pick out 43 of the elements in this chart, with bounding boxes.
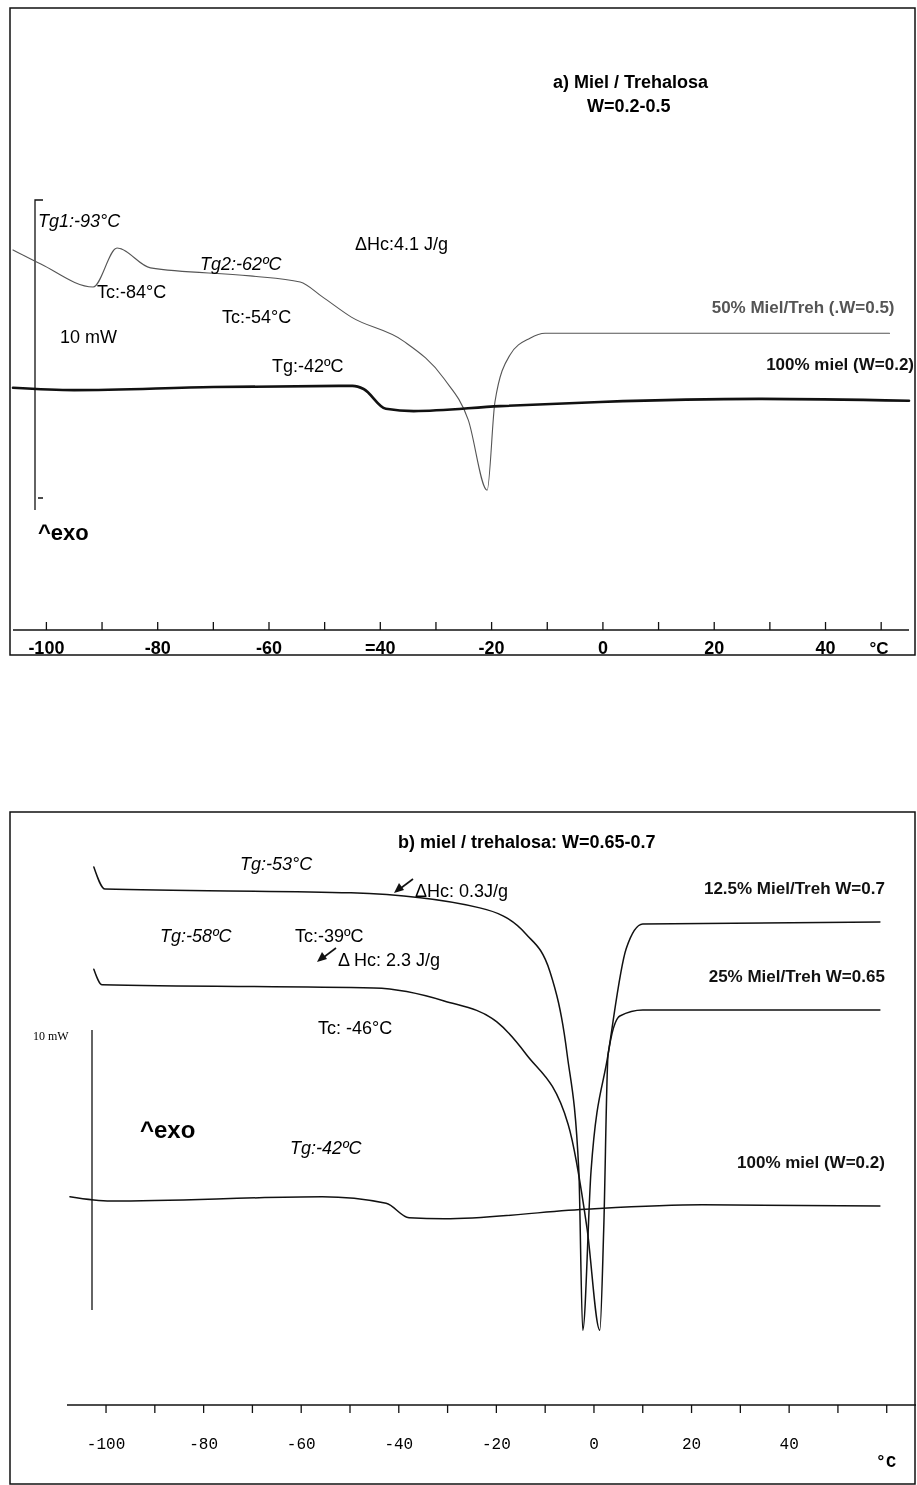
annotation: Δ Hc: 2.3 J/g: [338, 950, 441, 970]
series-label: 50% Miel/Treh (.W=0.5): [711, 298, 895, 318]
x-tick-label: 40: [779, 1436, 799, 1454]
x-tick-label: -100: [86, 1436, 126, 1454]
series-label: 100% miel (W=0.2): [737, 1152, 885, 1172]
x-tick-label: 0: [597, 638, 608, 658]
chart-subtitle: W=0.2-0.5: [587, 96, 671, 116]
x-tick-label: -60: [255, 638, 283, 658]
series-label: 12.5% Miel/Treh W=0.7: [703, 878, 885, 898]
annotation: 10 mW: [60, 327, 118, 347]
x-tick-label: 20: [681, 1436, 702, 1454]
chart-title: a) Miel / Trehalosa: [553, 72, 710, 92]
series-label: 100% miel (W=0.2): [766, 354, 914, 374]
x-tick-label: -80: [189, 1436, 219, 1454]
x-tick-label: -80: [144, 638, 171, 658]
annotation: ^exo: [140, 1116, 196, 1143]
annotation: Tc:-39ºC: [295, 926, 364, 946]
x-axis-title: °C: [869, 639, 889, 658]
x-tick-label: -100: [28, 638, 65, 658]
x-tick-label: -40: [384, 1436, 414, 1454]
series-label: 25% Miel/Treh W=0.65: [708, 967, 885, 987]
annotation: ΔHc: 0.3J/g: [415, 881, 509, 901]
annotation: Tc:-54°C: [222, 307, 292, 327]
chart-title: b) miel / trehalosa: W=0.65-0.7: [398, 832, 656, 852]
annotation: Tg:-42ºC: [290, 1138, 363, 1158]
x-tick-label: 0: [589, 1436, 599, 1454]
x-tick-label: 20: [704, 638, 725, 658]
x-tick-label: -20: [478, 638, 505, 658]
annotation: Tg:-42ºC: [272, 356, 344, 376]
text: Tg1:-93°C: [38, 211, 122, 231]
annotation: 10 mW: [33, 1029, 70, 1043]
x-tick-label: -20: [481, 1436, 511, 1454]
annotation: Tc: -46°C: [318, 1018, 393, 1038]
x-tick-label: 40: [815, 638, 836, 658]
annotation: Tg:-58ºC: [160, 926, 233, 946]
x-tick-label: =40: [365, 638, 396, 658]
annotation: ΔHc:4.1 J/g: [355, 234, 449, 254]
x-axis-title: °C: [875, 1453, 897, 1472]
x-tick-label: -60: [286, 1436, 316, 1454]
annotation: Tg:-53°C: [240, 854, 314, 874]
annotation: Tg2:-62ºC: [200, 254, 283, 274]
annotation: ^exo: [38, 520, 89, 545]
annotation: Tc:-84°C: [97, 282, 167, 302]
